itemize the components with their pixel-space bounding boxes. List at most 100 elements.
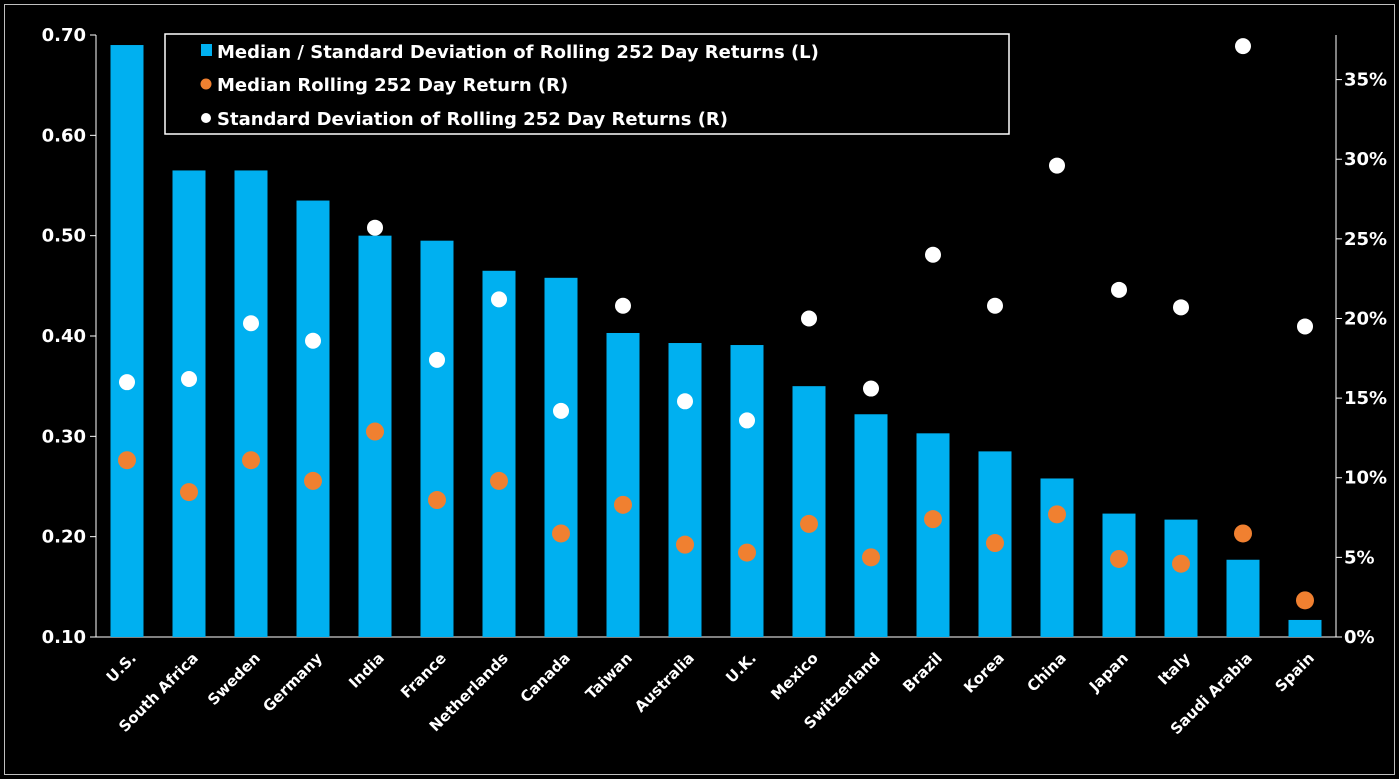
std-dev-point bbox=[987, 297, 1003, 314]
category-label: Canada bbox=[517, 649, 574, 706]
bar bbox=[668, 343, 702, 637]
bar bbox=[296, 200, 330, 638]
legend-box bbox=[164, 33, 1010, 135]
median-return-point bbox=[1110, 549, 1128, 568]
right-tick-label: 15% bbox=[1344, 388, 1387, 409]
median-return-point bbox=[304, 471, 322, 490]
std-dev-point bbox=[305, 332, 321, 349]
bar bbox=[420, 240, 454, 637]
median-return-point bbox=[614, 495, 632, 514]
median-return-point bbox=[1296, 591, 1314, 610]
left-axis: 0.10 0.20 0.30 0.40 0.50 0.60 0.70 bbox=[42, 25, 1336, 648]
legend-white-dot-swatch bbox=[201, 113, 211, 123]
std-dev-point bbox=[1297, 318, 1313, 335]
category-label: Mexico bbox=[767, 649, 822, 704]
chart-frame bbox=[4, 4, 1395, 775]
std-dev-point bbox=[1235, 38, 1251, 55]
median-return-point bbox=[738, 543, 756, 562]
std-dev-point bbox=[801, 310, 817, 327]
left-tick-label: 0.20 bbox=[42, 527, 86, 548]
legend: Median / Standard Deviation of Rolling 2… bbox=[164, 33, 1010, 135]
right-tick-label: 35% bbox=[1344, 70, 1387, 91]
std-dev-point bbox=[367, 219, 383, 236]
median-return-point bbox=[428, 491, 446, 510]
median-return-point bbox=[862, 548, 880, 567]
bar bbox=[854, 414, 888, 637]
std-dev-point bbox=[863, 380, 879, 397]
category-label: Sweden bbox=[204, 649, 264, 709]
std-dev-point bbox=[1049, 157, 1065, 174]
category-label: India bbox=[345, 649, 388, 692]
bar bbox=[172, 170, 206, 637]
legend-entry: Median Rolling 252 Day Return (R) bbox=[217, 75, 568, 96]
category-label: U.S. bbox=[103, 649, 140, 686]
median-return-point bbox=[242, 451, 260, 470]
std-dev-series bbox=[119, 38, 1313, 429]
bar bbox=[606, 332, 640, 637]
legend-bar-swatch bbox=[201, 44, 212, 56]
bar bbox=[916, 433, 950, 637]
left-tick-label: 0.30 bbox=[42, 426, 86, 447]
right-tick-label: 10% bbox=[1344, 468, 1387, 489]
bar bbox=[1164, 519, 1198, 637]
right-tick-label: 0% bbox=[1344, 627, 1375, 648]
bar bbox=[1040, 478, 1074, 637]
category-label: Korea bbox=[960, 649, 1008, 697]
median-return-point bbox=[490, 471, 508, 490]
bar bbox=[234, 170, 268, 637]
left-tick-label: 0.10 bbox=[42, 627, 86, 648]
category-label: Spain bbox=[1272, 649, 1318, 695]
std-dev-point bbox=[677, 393, 693, 410]
bar bbox=[482, 270, 516, 637]
right-tick-label: 30% bbox=[1344, 149, 1387, 170]
median-return-point bbox=[552, 524, 570, 543]
bar bbox=[110, 45, 144, 638]
left-tick-label: 0.40 bbox=[42, 326, 86, 347]
median-return-point bbox=[1172, 554, 1190, 573]
left-tick-label: 0.60 bbox=[42, 125, 86, 146]
median-return-point bbox=[1048, 505, 1066, 524]
left-tick-label: 0.70 bbox=[42, 25, 86, 46]
category-label: Japan bbox=[1085, 649, 1132, 696]
std-dev-point bbox=[243, 315, 259, 332]
std-dev-point bbox=[1173, 299, 1189, 316]
right-tick-label: 5% bbox=[1344, 547, 1375, 568]
bar bbox=[544, 277, 578, 637]
legend-entry: Standard Deviation of Rolling 252 Day Re… bbox=[217, 109, 728, 130]
median-return-point bbox=[676, 535, 694, 554]
median-return-point bbox=[180, 483, 198, 502]
category-label: France bbox=[397, 649, 450, 702]
median-return-point bbox=[800, 514, 818, 533]
category-label: Brazil bbox=[899, 649, 946, 696]
median-return-point bbox=[986, 534, 1004, 553]
std-dev-point bbox=[553, 402, 569, 419]
std-dev-point bbox=[491, 291, 507, 308]
right-axis: 0% 5% 10% 15% 20% 25% 30% 35% bbox=[1335, 35, 1387, 648]
std-dev-point bbox=[739, 412, 755, 429]
median-return-point bbox=[366, 422, 384, 441]
bar bbox=[1102, 513, 1136, 637]
legend-orange-dot-swatch bbox=[200, 78, 212, 90]
category-label: Australia bbox=[631, 649, 698, 716]
std-dev-point bbox=[119, 374, 135, 391]
std-dev-point bbox=[615, 297, 631, 314]
std-dev-point bbox=[181, 371, 197, 387]
median-return-point bbox=[118, 451, 136, 470]
category-label: Germany bbox=[259, 649, 326, 716]
median-return-series bbox=[118, 422, 1314, 610]
median-return-point bbox=[1234, 524, 1252, 543]
bar bbox=[1226, 559, 1260, 637]
category-label: Taiwan bbox=[582, 649, 636, 703]
right-tick-label: 25% bbox=[1344, 229, 1387, 250]
category-label: China bbox=[1023, 649, 1069, 695]
right-tick-label: 20% bbox=[1344, 308, 1387, 329]
median-return-point bbox=[924, 510, 942, 529]
std-dev-point bbox=[925, 246, 941, 263]
category-label: U.K. bbox=[722, 649, 760, 687]
std-dev-point bbox=[1111, 281, 1127, 298]
category-label: Italy bbox=[1154, 649, 1194, 689]
left-tick-label: 0.50 bbox=[42, 226, 86, 247]
std-dev-point bbox=[429, 351, 445, 368]
